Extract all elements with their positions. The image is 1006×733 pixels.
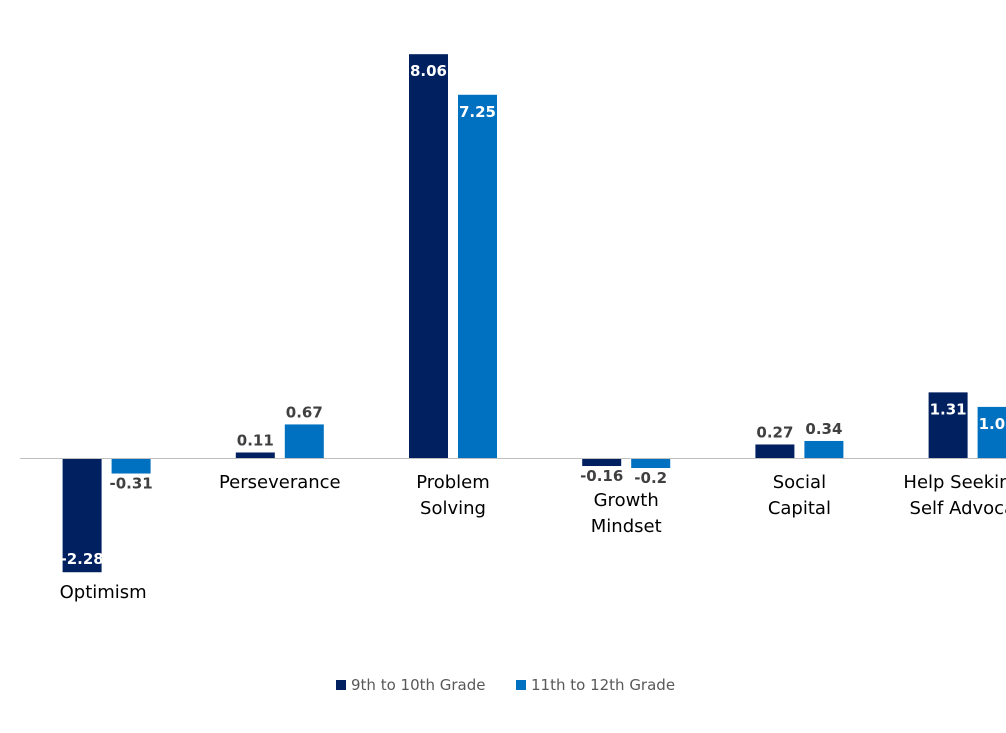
legend-swatch-1 bbox=[336, 680, 346, 690]
data-label-series2-1: 0.67 bbox=[286, 403, 323, 421]
bars-group bbox=[62, 54, 1006, 573]
data-label-series2-3: -0.2 bbox=[634, 469, 667, 487]
bar-series1-2 bbox=[409, 54, 448, 458]
data-label-series1-0: -2.28 bbox=[60, 550, 103, 568]
legend-swatch-2 bbox=[516, 680, 526, 690]
bar-series2-4 bbox=[804, 440, 844, 458]
bar-series1-0 bbox=[62, 458, 102, 573]
data-label-series1-1: 0.11 bbox=[237, 431, 274, 449]
bar-series2-1 bbox=[284, 424, 324, 458]
category-label-0: Optimism bbox=[60, 582, 147, 603]
bar-series2-3 bbox=[631, 458, 671, 469]
legend-label-2: 11th to 12th Grade bbox=[531, 676, 675, 694]
category-label-2: Problem Solving bbox=[416, 472, 490, 519]
data-label-series2-4: 0.34 bbox=[805, 420, 842, 438]
data-label-series1-2: 8.06 bbox=[410, 62, 447, 80]
bar-series1-4 bbox=[755, 444, 795, 458]
category-label-1: Perseverance bbox=[219, 472, 341, 493]
bar-series2-5 bbox=[977, 406, 1006, 458]
bar-series1-3 bbox=[582, 458, 622, 467]
data-label-series2-5: 1.02 bbox=[979, 415, 1006, 433]
bar-series2-2 bbox=[458, 94, 497, 459]
legend-label-1: 9th to 10th Grade bbox=[351, 676, 486, 694]
bar-series2-0 bbox=[111, 458, 151, 474]
category-label-3: Growth Mindset bbox=[591, 490, 662, 537]
legend: 9th to 10th Grade 11th to 12th Grade bbox=[336, 676, 675, 694]
data-label-series1-3: -0.16 bbox=[580, 467, 623, 485]
category-label-5: Help Seeking &Self Advocacy bbox=[903, 472, 1006, 519]
category-labels-group: Optimism Perseverance Problem Solving Growth… bbox=[60, 472, 1006, 603]
data-labels-group: -2.28 -0.31 0.11 0.67 8.06 7.25 -0.16 -0.2 0.27 0… bbox=[60, 62, 1006, 568]
bar-series1-1 bbox=[235, 452, 275, 458]
category-label-4: Social Capital bbox=[768, 472, 831, 519]
bar-series1-5 bbox=[928, 392, 968, 458]
data-label-series1-4: 0.27 bbox=[756, 423, 793, 441]
data-label-series2-0: -0.31 bbox=[109, 475, 152, 493]
data-label-series1-5: 1.31 bbox=[930, 400, 967, 418]
data-label-series2-2: 7.25 bbox=[459, 103, 496, 121]
